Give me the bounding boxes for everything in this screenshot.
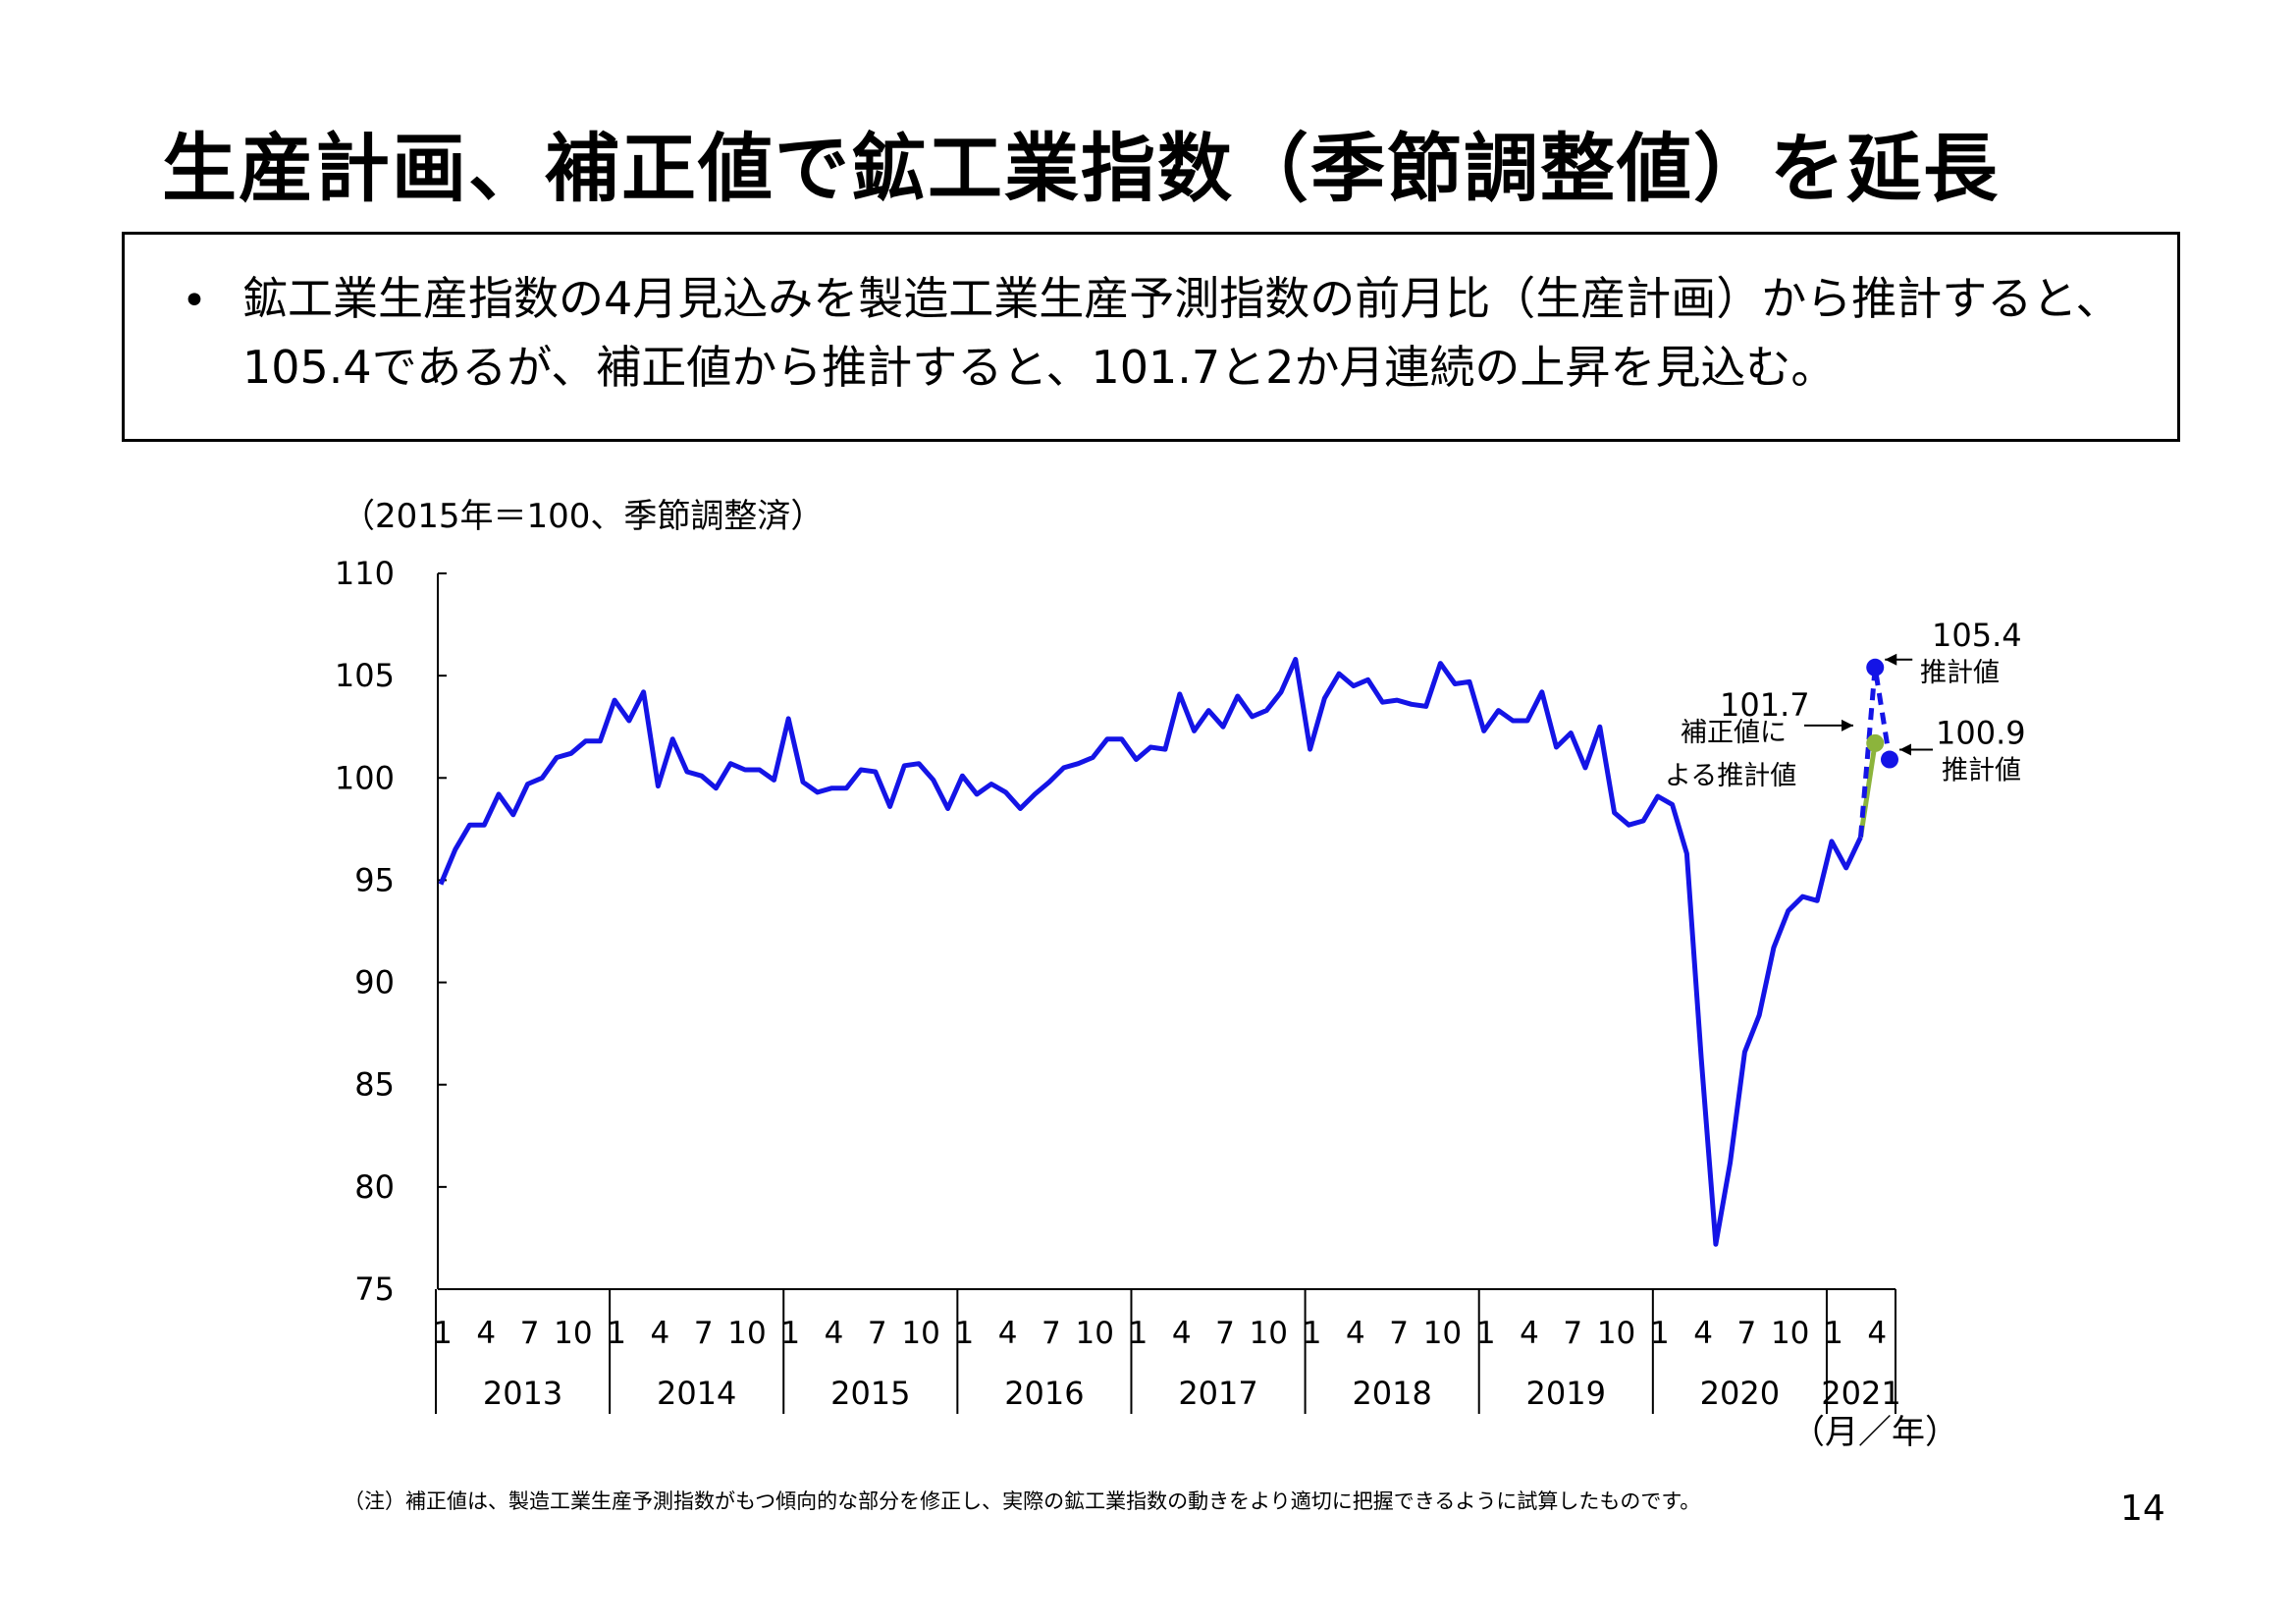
x-month-label: 10	[1597, 1316, 1635, 1351]
x-month-label: 10	[554, 1316, 592, 1351]
x-month-label: 1	[1476, 1316, 1496, 1351]
x-year-label: 2020	[1700, 1375, 1780, 1412]
y-tick-label: 105	[335, 657, 395, 694]
x-month-label: 7	[1389, 1316, 1409, 1351]
page-number: 14	[2120, 1489, 2165, 1529]
x-month-label: 7	[1041, 1316, 1061, 1351]
x-month-label: 7	[1563, 1316, 1582, 1351]
main-series-line	[438, 657, 1863, 1247]
x-month-label: 1	[1824, 1316, 1843, 1351]
y-tick-label: 110	[335, 555, 395, 592]
adjusted-estimate-line	[1858, 742, 1878, 839]
x-month-label: 1	[1303, 1316, 1322, 1351]
y-tick-label: 95	[354, 861, 395, 898]
annotation-value-101-7: 101.7	[1720, 686, 1810, 724]
x-month-label: 4	[651, 1316, 670, 1351]
plan-estimate-marker	[1881, 750, 1898, 769]
x-year-label: 2021	[1821, 1375, 1900, 1412]
x-month-label: 1	[433, 1316, 453, 1351]
summary-box: • 鉱工業生産指数の4月見込みを製造工業生産予測指数の前月比（生産計画）から推計…	[122, 232, 2180, 442]
footnote: （注）補正値は、製造工業生産予測指数がもつ傾向的な部分を修正し、実際の鉱工業指数…	[344, 1489, 1701, 1513]
annotation-text-105-4: 推計値	[1920, 658, 2000, 688]
x-month-label: 7	[1737, 1316, 1757, 1351]
bullet-point: •	[182, 276, 207, 326]
plan-estimate-marker	[1866, 658, 1885, 677]
x-year-label: 2018	[1352, 1375, 1431, 1412]
x-month-label: 4	[1172, 1316, 1192, 1351]
x-axis-title: （月／年）	[1791, 1413, 1958, 1452]
x-month-label: 10	[1250, 1316, 1288, 1351]
x-month-label: 10	[1771, 1316, 1809, 1351]
x-year-label: 2016	[1004, 1375, 1084, 1412]
adjusted-estimate-marker	[1866, 733, 1885, 752]
summary-text: 鉱工業生産指数の4月見込みを製造工業生産予測指数の前月比（生産計画）から推計する…	[242, 272, 2121, 394]
x-month-label: 4	[1346, 1316, 1365, 1351]
x-year-label: 2015	[830, 1375, 910, 1412]
x-year-label: 2017	[1178, 1375, 1257, 1412]
annotation-text-101-7-line1: 補正値に	[1681, 718, 1787, 748]
x-month-label: 4	[1520, 1316, 1539, 1351]
annotation-text-101-7-line2: よる推計値	[1665, 761, 1796, 791]
y-tick-label: 90	[354, 964, 395, 1001]
y-tick-label: 85	[354, 1066, 395, 1104]
x-month-label: 10	[727, 1316, 766, 1351]
x-month-label: 1	[607, 1316, 626, 1351]
x-month-label: 7	[694, 1316, 714, 1351]
x-year-label: 2019	[1526, 1375, 1606, 1412]
chart-unit-label: （2015年＝100、季節調整済）	[342, 497, 825, 536]
y-tick-label: 100	[335, 759, 395, 796]
x-year-label: 2014	[657, 1375, 736, 1412]
x-month-label: 1	[1650, 1316, 1670, 1351]
x-month-label: 10	[901, 1316, 939, 1351]
annotation-arrow-101-7-head	[1842, 719, 1853, 731]
x-year-label: 2013	[483, 1375, 562, 1412]
x-month-label: 4	[1693, 1316, 1713, 1351]
x-month-label: 4	[476, 1316, 496, 1351]
annotation-value-100-9: 100.9	[1936, 715, 2026, 752]
annotation-text-100-9: 推計値	[1942, 756, 2021, 786]
x-month-label: 4	[825, 1316, 844, 1351]
x-month-label: 4	[998, 1316, 1018, 1351]
y-tick-label: 75	[354, 1271, 395, 1308]
y-tick-label: 80	[354, 1168, 395, 1206]
x-month-label: 1	[954, 1316, 974, 1351]
x-month-label: 10	[1423, 1316, 1462, 1351]
x-month-label: 7	[868, 1316, 887, 1351]
x-month-label: 10	[1075, 1316, 1113, 1351]
annotation-arrow-100-9-head	[1899, 743, 1911, 756]
x-month-label: 7	[1215, 1316, 1235, 1351]
page-title: 生産計画、補正値で鉱工業指数（季節調整値）を延長	[162, 125, 2000, 212]
x-month-label: 7	[520, 1316, 540, 1351]
x-month-label: 1	[1129, 1316, 1148, 1351]
annotation-arrow-105-4-head	[1885, 653, 1897, 666]
x-month-label: 4	[1867, 1316, 1887, 1351]
x-month-label: 1	[780, 1316, 800, 1351]
annotation-value-105-4: 105.4	[1932, 617, 2022, 654]
